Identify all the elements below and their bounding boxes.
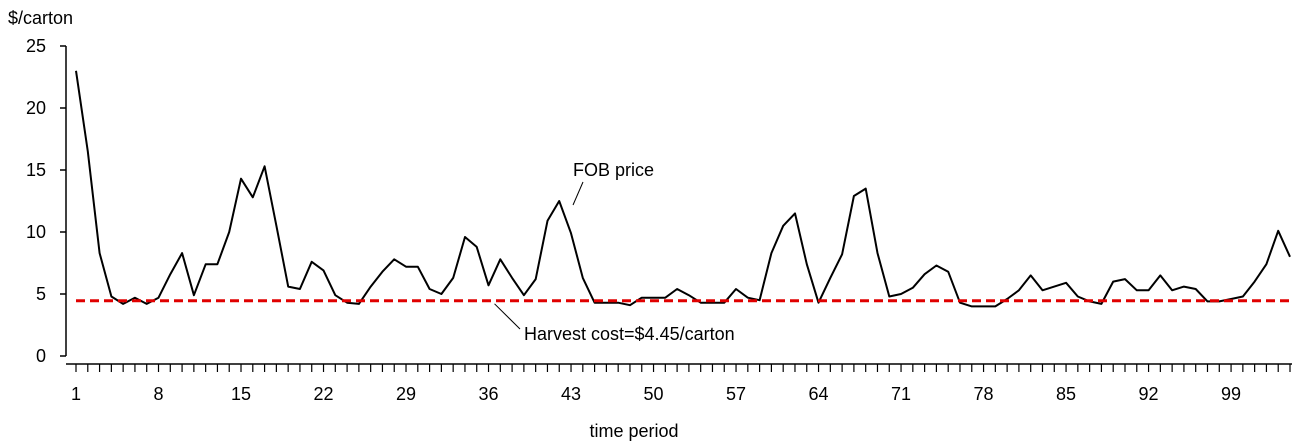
x-tick-label: 50 — [644, 384, 664, 404]
series-layer — [75, 70, 1291, 308]
x-tick-label: 43 — [561, 384, 581, 404]
x-tick-label: 57 — [726, 384, 746, 404]
y-tick-label: 15 — [26, 160, 46, 180]
fob-price-leader-line — [572, 181, 584, 206]
x-tick-label: 29 — [396, 384, 416, 404]
harvest-cost-annotation: Harvest cost=$4.45/carton — [524, 324, 735, 344]
fob-price-line — [75, 70, 1291, 308]
y-axis: 0 5 10 15 20 25 — [26, 36, 67, 366]
x-tick-label: 8 — [153, 384, 163, 404]
y-tick-label: 0 — [36, 346, 46, 366]
x-axis: 1 8 15 22 29 36 43 50 57 64 71 78 85 92 99 — [66, 363, 1292, 404]
x-tick-label: 15 — [231, 384, 251, 404]
x-tick-label: 71 — [891, 384, 911, 404]
y-axis-title: $/carton — [8, 8, 73, 28]
y-tick-label: 25 — [26, 36, 46, 56]
x-tick-label: 1 — [71, 384, 81, 404]
x-tick-label: 92 — [1139, 384, 1159, 404]
y-tick-label: 10 — [26, 222, 46, 242]
x-tick-label: 78 — [974, 384, 994, 404]
harvest-cost-leader-line — [494, 303, 521, 330]
y-tick-label: 20 — [26, 98, 46, 118]
annotation-layer: FOB price Harvest cost=$4.45/carton — [494, 160, 735, 344]
x-tick-label: 36 — [479, 384, 499, 404]
x-tick-label: 22 — [313, 384, 333, 404]
y-tick-label: 5 — [36, 284, 46, 304]
fob-price-annotation: FOB price — [573, 160, 654, 180]
x-tick-label: 64 — [809, 384, 829, 404]
x-axis-title: time period — [589, 421, 678, 441]
x-tick-label: 99 — [1221, 384, 1241, 404]
x-tick-label: 85 — [1056, 384, 1076, 404]
